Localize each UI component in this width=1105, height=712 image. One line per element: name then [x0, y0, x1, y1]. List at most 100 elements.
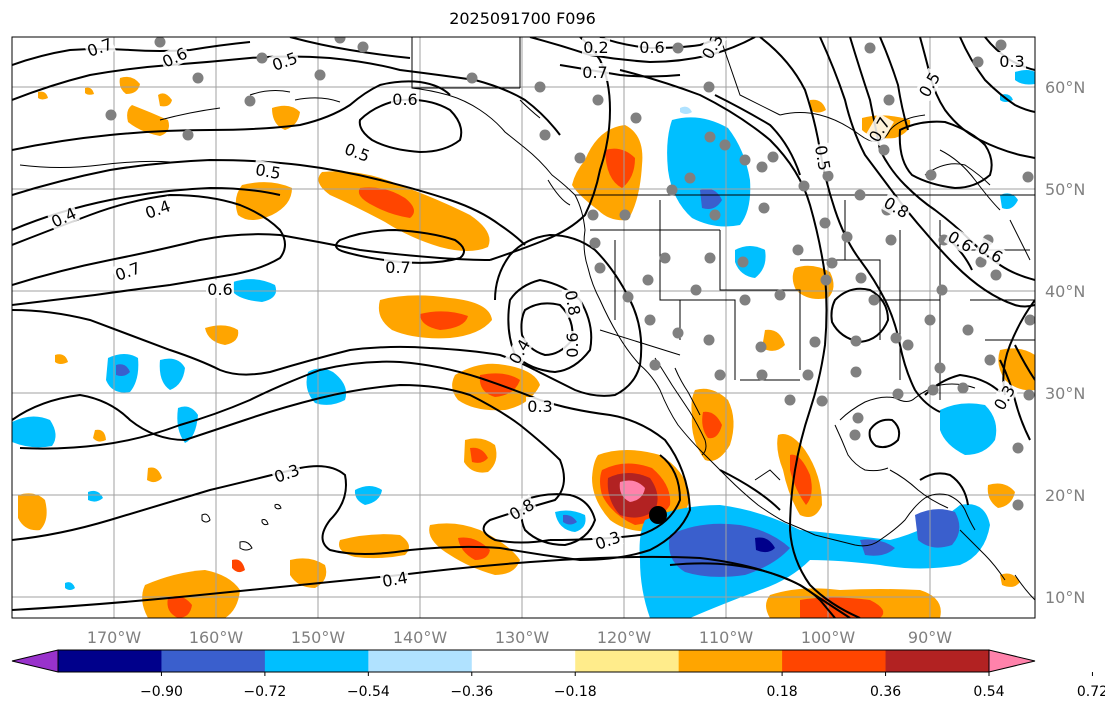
- colorbar-tick-labels: −0.90 −0.72 −0.54 −0.36 −0.18 0.18 0.36 0.54 0.7…: [140, 672, 1105, 700]
- lat-tick-label: 20°N: [1045, 486, 1085, 505]
- station-dot: [690, 284, 702, 296]
- contour-label: 0.6: [391, 90, 419, 109]
- contour-label: 0.5: [811, 142, 835, 174]
- latitude-tick-labels: 60°N 50°N 40°N 30°N 20°N 10°N: [1045, 78, 1085, 607]
- station-dot: [105, 109, 117, 121]
- lon-tick-label: 160°W: [189, 628, 244, 647]
- contour-label: 0.3: [998, 52, 1026, 71]
- contour-label: 0.3: [526, 397, 554, 416]
- station-dot: [630, 112, 642, 124]
- svg-text:0.2: 0.2: [583, 38, 608, 57]
- station-dot: [739, 294, 751, 306]
- station-dot: [868, 294, 880, 306]
- colorbar-bin: [782, 650, 887, 672]
- svg-text:0.3: 0.3: [527, 397, 552, 416]
- station-dot: [659, 252, 671, 264]
- islands: [201, 503, 282, 551]
- station-dot: [704, 131, 716, 143]
- colorbar-tick-label: −0.54: [347, 684, 390, 700]
- station-dot: [962, 324, 974, 336]
- colorbar-bin: [678, 650, 783, 672]
- station-dot: [672, 327, 684, 339]
- lon-tick-label: 140°W: [393, 628, 448, 647]
- svg-text:0.6: 0.6: [563, 332, 582, 357]
- contour-label: 0.7: [384, 258, 412, 277]
- station-dot: [878, 144, 890, 156]
- lat-tick-label: 30°N: [1045, 384, 1085, 403]
- station-dot: [852, 412, 864, 424]
- lat-tick-label: 50°N: [1045, 180, 1085, 199]
- station-dot: [849, 429, 861, 441]
- station-dot: [850, 366, 862, 378]
- colorbar-tick-label: 0.72: [1077, 684, 1105, 700]
- graticule: [12, 37, 1035, 618]
- station-dot: [594, 262, 606, 274]
- svg-text:0.8: 0.8: [561, 289, 584, 317]
- station-dot: [534, 81, 546, 93]
- colorbar-bin: [885, 650, 990, 672]
- svg-text:0.7: 0.7: [385, 258, 410, 277]
- svg-text:0.5: 0.5: [811, 144, 834, 172]
- station-dot: [714, 369, 726, 381]
- svg-text:0.6: 0.6: [392, 90, 417, 109]
- station-dot: [539, 129, 551, 141]
- station-dot: [890, 332, 902, 344]
- station-dot: [182, 129, 194, 141]
- station-dot: [957, 382, 969, 394]
- station-dot: [703, 334, 715, 346]
- station-dot: [256, 52, 268, 64]
- svg-text:0.7: 0.7: [582, 63, 607, 82]
- colorbar-extend-low: [11, 649, 59, 673]
- station-dot: [975, 256, 987, 268]
- station-dot: [934, 362, 946, 374]
- positive-anomaly-shading: [18, 76, 1035, 618]
- lat-tick-label: 10°N: [1045, 588, 1085, 607]
- station-dot: [756, 161, 768, 173]
- station-dot: [244, 95, 256, 107]
- colorbar-bin: [575, 650, 680, 672]
- station-dot: [822, 170, 834, 182]
- map-panel: 0.7 0.6 0.50.40.60.50.50.40.70.60.70.40.80…: [12, 34, 1035, 618]
- lon-tick-label: 110°W: [699, 628, 754, 647]
- station-dot: [809, 336, 821, 348]
- station-dot: [864, 42, 876, 54]
- colorbar-bin: [264, 650, 369, 672]
- station-dot: [314, 69, 326, 81]
- station-dot: [798, 180, 810, 192]
- colorbar-tick-label: 0.18: [767, 684, 798, 700]
- colorbar-tick-label: −0.90: [140, 684, 183, 700]
- station-dot: [622, 291, 634, 303]
- station-dot: [758, 202, 770, 214]
- station-dot: [885, 234, 897, 246]
- colorbar-extend-high: [988, 649, 1036, 673]
- colorbar-bin: [368, 650, 473, 672]
- station-dot: [755, 341, 767, 353]
- station-dot: [709, 209, 721, 221]
- colorbar-tick-label: −0.36: [450, 684, 493, 700]
- station-dot: [1023, 389, 1035, 401]
- contour-label: 0.5: [252, 159, 284, 183]
- station-dot: [936, 284, 948, 296]
- station-dot: [704, 252, 716, 264]
- contour-label: 0.8: [561, 287, 585, 319]
- station-dot: [819, 217, 831, 229]
- station-dot: [784, 394, 796, 406]
- lon-tick-label: 90°W: [908, 628, 952, 647]
- svg-text:0.7: 0.7: [85, 34, 115, 61]
- station-dot: [850, 335, 862, 347]
- contour-label: 0.6: [638, 38, 666, 57]
- lon-tick-label: 130°W: [495, 628, 550, 647]
- longitude-tick-labels: 170°W 160°W 150°W 140°W 130°W 120°W 110°W 100°W…: [87, 628, 952, 647]
- lon-tick-label: 120°W: [597, 628, 652, 647]
- station-dot: [892, 388, 904, 400]
- station-dot: [902, 339, 914, 351]
- station-dot: [574, 152, 586, 164]
- station-dot: [854, 189, 866, 201]
- colorbar-bin: [161, 650, 266, 672]
- station-dot: [1012, 499, 1024, 511]
- station-dot: [883, 94, 895, 106]
- station-dot: [995, 39, 1007, 51]
- station-dot: [154, 37, 166, 48]
- lat-tick-label: 60°N: [1045, 78, 1085, 97]
